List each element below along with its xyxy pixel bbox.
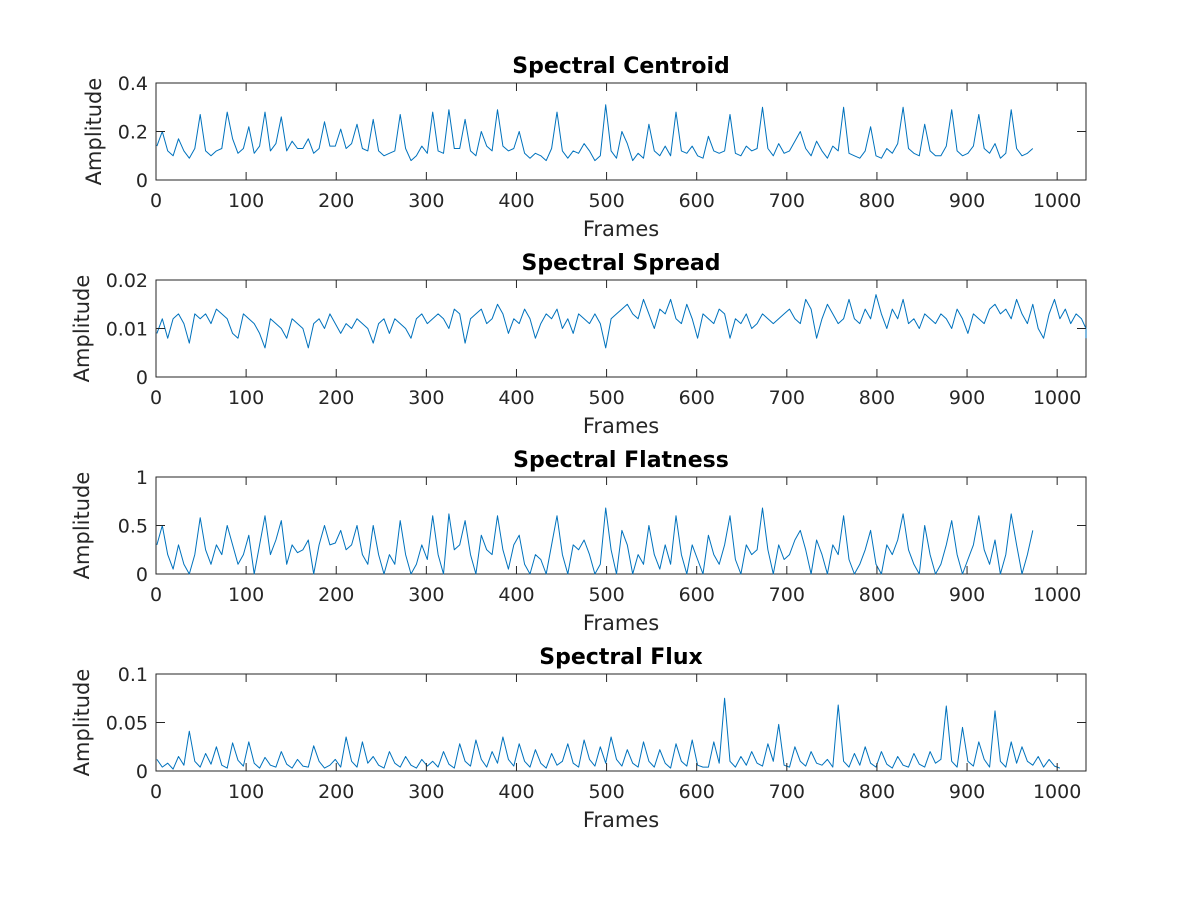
x-tick-label: 0 [150,190,162,212]
x-tick-label: 100 [228,387,264,409]
x-tick-label: 800 [859,781,895,803]
x-tick-label: 200 [318,584,354,606]
series-line-1 [156,697,1061,770]
x-tick-label: 300 [408,387,444,409]
y-tick-label: 0.2 [118,122,148,144]
x-tick-label: 700 [769,584,805,606]
x-tick-label: 0 [150,387,162,409]
subplots-container: 0 100 200 300 400 500 600 700 800 900 100000.20.4S… [70,54,1087,832]
x-tick-label: 300 [408,584,444,606]
y-axis-label: Amplitude [70,669,94,777]
x-tick-label: 400 [498,781,534,803]
x-tick-label: 1000 [1033,387,1081,409]
x-tick-label: 100 [228,584,264,606]
y-tick-label: 0.4 [118,73,148,95]
x-tick-label: 700 [769,781,805,803]
x-tick-label: 1000 [1033,781,1081,803]
x-axis-label: Frames [583,808,659,832]
chart-title: Spectral Flux [539,645,702,670]
x-axis-label: Frames [583,414,659,438]
x-tick-label: 900 [949,584,985,606]
x-tick-label: 600 [679,781,715,803]
plot-frame [155,82,1087,181]
x-tick-label: 800 [859,584,895,606]
x-tick-label: 200 [318,781,354,803]
y-tick-label: 0 [136,170,148,192]
x-tick-label: 800 [859,387,895,409]
x-tick-label: 100 [228,781,264,803]
x-tick-label: 0 [150,584,162,606]
y-tick-label: 0 [136,367,148,389]
x-axis-label: Frames [583,217,659,241]
x-tick-label: 400 [498,584,534,606]
x-tick-label: 200 [318,387,354,409]
x-tick-label: 300 [408,190,444,212]
x-tick-label: 700 [769,190,805,212]
y-axis-label: Amplitude [70,472,94,580]
x-tick-label: 500 [588,190,624,212]
x-tick-label: 300 [408,781,444,803]
x-tick-label: 900 [949,781,985,803]
y-tick-label: 0.1 [118,664,148,686]
series-line-1 [156,507,1034,575]
chart-title: Spectral Spread [522,251,721,276]
x-tick-label: 200 [318,190,354,212]
x-tick-label: 1000 [1033,584,1081,606]
subplot-3: 0 100 200 300 400 500 600 700 800 900 1000 0 0.5 1 Spe… [70,448,1087,635]
x-tick-label: 0 [150,781,162,803]
x-tick-label: 600 [679,584,715,606]
x-tick-label: 500 [588,387,624,409]
plot-frame [155,673,1087,772]
plot-frame [155,476,1087,575]
y-tick-label: 0.5 [118,516,148,538]
y-tick-label: 0.01 [106,319,148,341]
y-tick-label: 0.05 [106,713,148,735]
x-tick-label: 900 [949,190,985,212]
x-tick-label: 100 [228,190,264,212]
x-tick-label: 1000 [1033,190,1081,212]
plot-frame [155,279,1087,378]
x-tick-label: 900 [949,387,985,409]
x-tick-label: 600 [679,387,715,409]
x-tick-label: 500 [588,781,624,803]
x-tick-label: 500 [588,584,624,606]
x-axis-label: Frames [583,611,659,635]
series-line-1 [156,104,1034,162]
subplot-4: 0 100 200 300 400 500 600 700 800 900 1000 0 0.05 0.1… [70,645,1087,832]
chart-title: Spectral Flatness [513,448,729,473]
y-tick-label: 0.02 [106,270,148,292]
y-tick-label: 0 [136,761,148,783]
subplot-1: 0 100 200 300 400 500 600 700 800 900 1000 0 0.2 0.4 S… [82,54,1087,241]
series-line-1 [156,294,1087,349]
y-tick-label: 1 [136,467,148,489]
x-tick-label: 600 [679,190,715,212]
x-tick-label: 400 [498,387,534,409]
y-axis-label: Amplitude [70,275,94,383]
subplot-2: 0 100 200 300 400 500 600 700 800 900 1000 0 0.01 0.0… [70,251,1087,438]
x-tick-label: 800 [859,190,895,212]
y-axis-label: Amplitude [82,78,106,186]
y-tick-label: 0 [136,564,148,586]
chart-title: Spectral Centroid [512,54,729,79]
x-tick-label: 700 [769,387,805,409]
x-tick-label: 400 [498,190,534,212]
